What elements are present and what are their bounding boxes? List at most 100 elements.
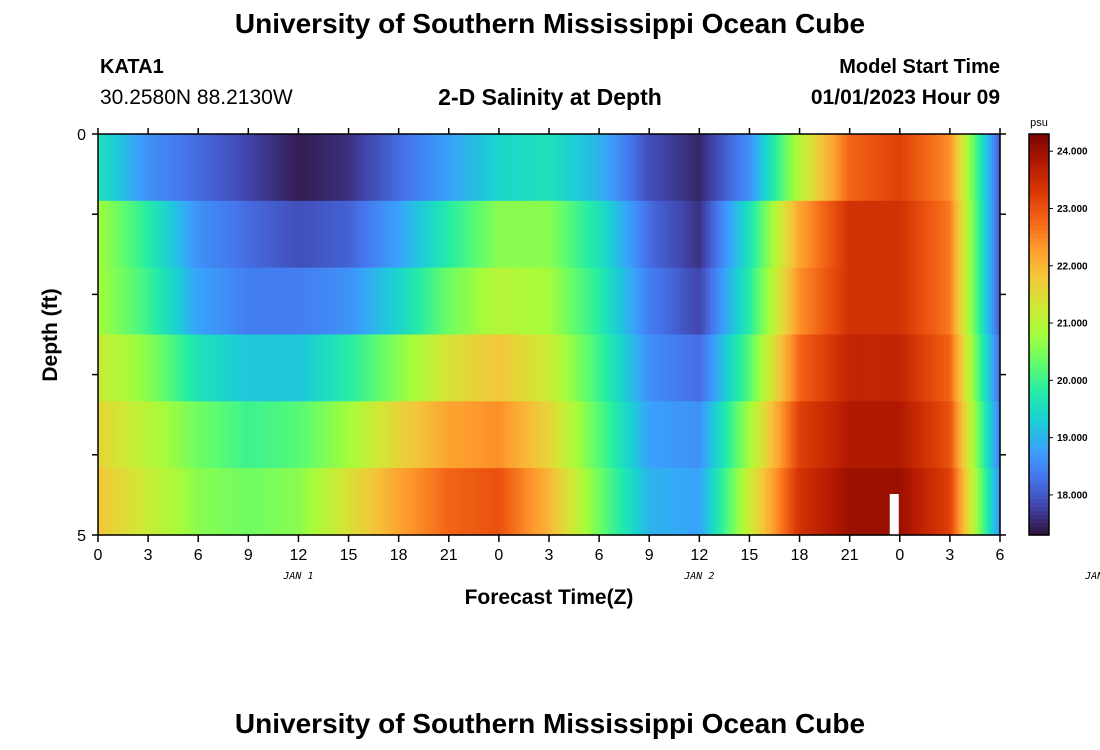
heatmap-cell xyxy=(479,134,483,202)
heatmap-cell xyxy=(498,401,503,469)
heatmap-cell xyxy=(593,468,597,536)
heatmap-cell xyxy=(173,401,177,469)
heatmap-cell xyxy=(376,267,380,336)
colorbar-segment xyxy=(1029,202,1049,207)
heatmap-cell xyxy=(585,401,589,469)
heatmap-cell xyxy=(860,200,865,269)
heatmap-cell xyxy=(885,334,890,402)
heatmap-cell xyxy=(819,200,823,269)
heatmap-cell xyxy=(484,267,489,336)
heatmap-cell xyxy=(721,468,725,536)
heatmap-cell xyxy=(835,401,840,469)
heatmap-cell xyxy=(521,401,525,469)
heatmap-cell xyxy=(858,200,862,269)
heatmap-cell xyxy=(373,134,377,202)
heatmap-cell xyxy=(777,468,781,536)
heatmap-cell xyxy=(635,267,639,336)
heatmap-cell xyxy=(562,200,567,269)
heatmap-cell xyxy=(206,334,210,402)
heatmap-cell xyxy=(983,200,987,269)
colorbar-segment xyxy=(1029,434,1049,440)
heatmap-cell xyxy=(529,267,533,336)
heatmap-cell xyxy=(869,334,873,402)
heatmap-cell xyxy=(635,334,639,402)
heatmap-cell xyxy=(615,468,620,536)
heatmap-cell xyxy=(465,401,469,469)
heatmap-cell xyxy=(952,334,957,402)
heatmap-cell xyxy=(487,468,492,536)
heatmap-cell xyxy=(755,334,759,402)
heatmap-cell xyxy=(626,401,631,469)
heatmap-cell xyxy=(148,267,152,336)
heatmap-cell xyxy=(838,334,842,402)
heatmap-cell xyxy=(398,401,403,469)
heatmap-cell xyxy=(134,134,138,202)
heatmap-cell xyxy=(546,200,550,269)
heatmap-cell xyxy=(312,134,316,202)
heatmap-cell xyxy=(187,468,191,536)
heatmap-cell xyxy=(114,468,119,536)
heatmap-cell xyxy=(351,200,355,269)
heatmap-cell xyxy=(265,468,269,536)
x-tick-label: 12 xyxy=(290,547,308,564)
heatmap-cell xyxy=(454,468,458,536)
heatmap-cell xyxy=(265,134,269,202)
heatmap-cell xyxy=(713,334,717,402)
heatmap-cell xyxy=(961,334,965,402)
heatmap-cell xyxy=(596,267,600,336)
heatmap-cell xyxy=(443,334,447,402)
heatmap-cell xyxy=(537,401,542,469)
heatmap-cell xyxy=(944,267,948,336)
heatmap-cell xyxy=(866,334,870,402)
heatmap-cell xyxy=(824,200,828,269)
heatmap-cell xyxy=(362,134,366,202)
heatmap-cell xyxy=(201,334,205,402)
heatmap-cell xyxy=(599,401,603,469)
heatmap-cell xyxy=(117,134,121,202)
heatmap-cell xyxy=(741,134,745,202)
heatmap-cell xyxy=(103,200,107,269)
colorbar-segment xyxy=(1029,350,1049,356)
heatmap-cell xyxy=(432,267,436,336)
heatmap-cell xyxy=(832,267,837,336)
heatmap-cell xyxy=(674,401,678,469)
heatmap-cell xyxy=(434,267,439,336)
heatmap-cell xyxy=(852,267,856,336)
heatmap-cell xyxy=(866,200,870,269)
heatmap-cell xyxy=(109,200,113,269)
heatmap-cell xyxy=(771,200,776,269)
heatmap-cell xyxy=(821,334,826,402)
heatmap-cell xyxy=(949,401,954,469)
heatmap-cell xyxy=(780,134,784,202)
heatmap-cell xyxy=(423,200,428,269)
heatmap-cell xyxy=(287,267,291,336)
heatmap-cell xyxy=(329,267,333,336)
heatmap-cell xyxy=(128,267,132,336)
heatmap-cell xyxy=(337,334,341,402)
heatmap-cell xyxy=(409,468,414,536)
heatmap-cell xyxy=(816,334,820,402)
heatmap-cell xyxy=(387,200,391,269)
heatmap-cell xyxy=(649,200,653,269)
heatmap-cell xyxy=(356,200,361,269)
heatmap-cell xyxy=(674,468,678,536)
heatmap-cell xyxy=(621,334,625,402)
heatmap-cell xyxy=(206,401,210,469)
heatmap-cell xyxy=(788,267,792,336)
heatmap-cell xyxy=(373,468,377,536)
heatmap-cell xyxy=(643,200,648,269)
heatmap-cell xyxy=(947,267,951,336)
heatmap-cell xyxy=(407,401,411,469)
heatmap-cell xyxy=(819,401,823,469)
heatmap-cell xyxy=(457,334,461,402)
heatmap-cell xyxy=(777,134,781,202)
heatmap-cell xyxy=(824,334,828,402)
x-tick-label: 6 xyxy=(996,547,1005,564)
heatmap-cell xyxy=(799,267,803,336)
heatmap-cell xyxy=(891,200,895,269)
heatmap-cell xyxy=(237,401,241,469)
heatmap-cell xyxy=(799,401,803,469)
heatmap-cell xyxy=(849,200,854,269)
heatmap-cell xyxy=(301,334,305,402)
heatmap-cell xyxy=(131,267,135,336)
